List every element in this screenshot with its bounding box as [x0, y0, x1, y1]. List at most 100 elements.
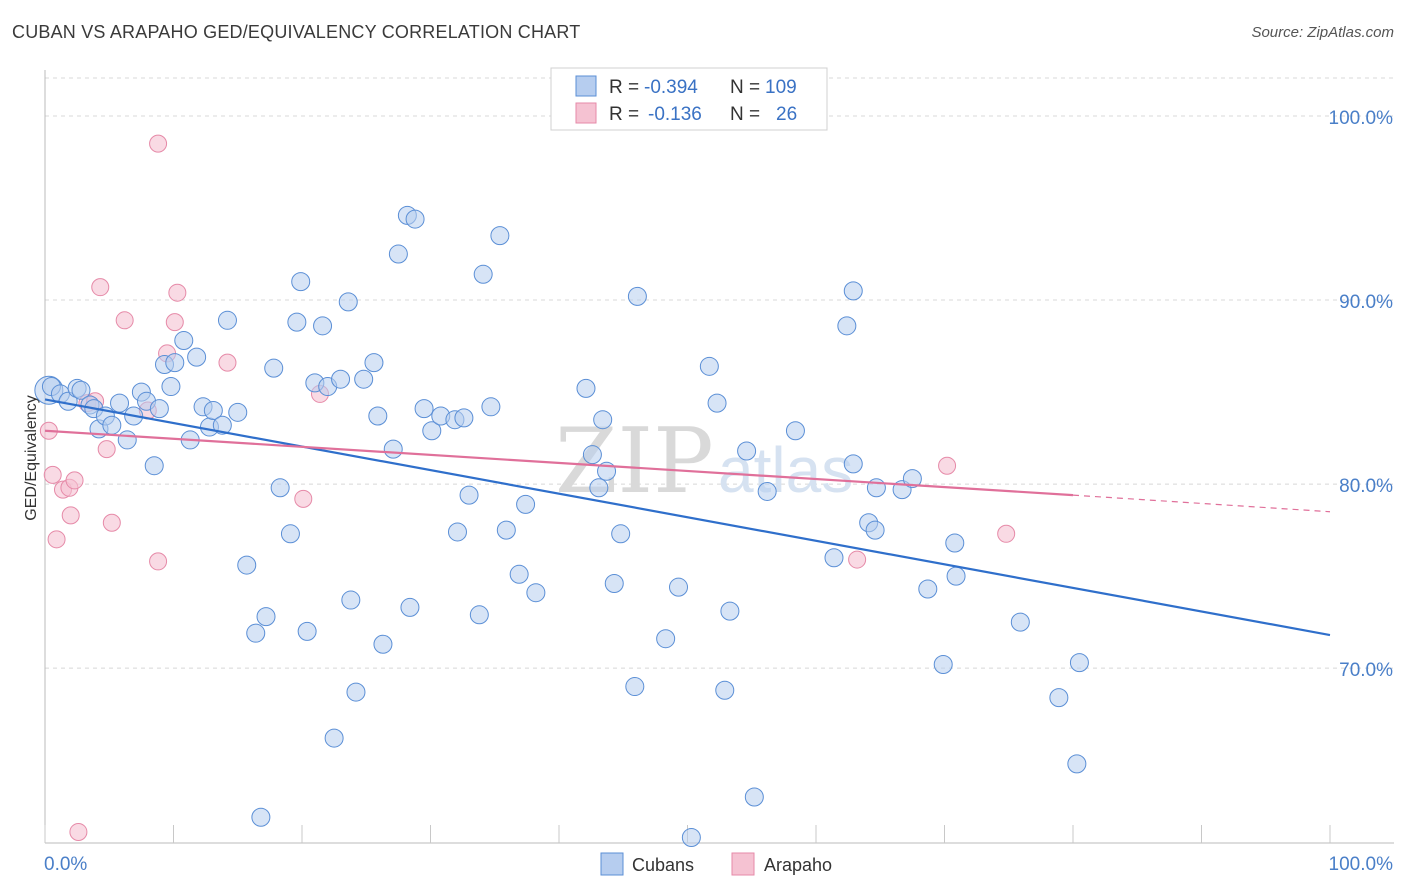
arapaho-point-7: [69, 822, 88, 841]
cubans-point-64: [469, 605, 489, 625]
cubans-point-47: [346, 682, 366, 702]
cubans-point-97: [865, 520, 885, 540]
cubans-point-27: [212, 415, 232, 435]
cubans-point-71: [526, 583, 546, 603]
cubans-point-32: [251, 807, 271, 827]
cubans-point-86: [720, 601, 740, 621]
cubans-point-17: [149, 399, 169, 419]
cubans-point-67: [490, 226, 510, 246]
cubans-point-57: [414, 399, 434, 419]
cubans-point-104: [1010, 612, 1030, 632]
legend-r-value-1: -0.394: [644, 77, 698, 98]
cubans-point-50: [368, 406, 388, 426]
cubans-point-84: [707, 393, 727, 413]
legend-n-value-2: 26: [776, 104, 797, 125]
arapaho-point-5: [61, 506, 80, 525]
cubans-point-26: [203, 400, 223, 420]
cubans-point-35: [270, 478, 290, 498]
cubans-point-78: [611, 524, 631, 544]
legend-r-label-1: R =: [609, 77, 639, 98]
cubans-point-43: [324, 728, 344, 748]
cubans-point-12: [117, 430, 137, 450]
cubans-point-87: [737, 441, 757, 461]
arapaho-point-21: [294, 489, 313, 508]
cubans-point-19: [161, 377, 181, 397]
cubans-point-56: [405, 209, 425, 229]
grid-lines: [45, 77, 1394, 669]
cubans-point-51: [373, 634, 393, 654]
cubans-trend-line: [44, 398, 1331, 637]
cubans-point-101: [933, 654, 953, 674]
cubans-point-77: [604, 573, 624, 593]
cubans-point-30: [237, 555, 257, 575]
legend-n-value-1: 109: [765, 77, 797, 98]
cubans-point-58: [422, 421, 442, 441]
arapaho-point-20: [218, 353, 237, 372]
arapaho-trend-extension: [1072, 494, 1331, 513]
legend-r-label-2: R =: [609, 104, 639, 125]
cubans-point-94: [843, 281, 863, 301]
cubans-point-100: [918, 579, 938, 599]
arapaho-point-16: [149, 134, 168, 153]
legend-r-value-2: -0.136: [648, 104, 702, 125]
cubans-point-33: [256, 607, 276, 627]
cubans-point-93: [843, 454, 863, 474]
cubans-point-45: [338, 292, 358, 312]
cubans-point-29: [228, 402, 248, 422]
cubans-point-48: [354, 369, 374, 389]
bottom-legend-arapaho: Arapaho: [764, 855, 832, 875]
cubans-point-16: [144, 456, 164, 476]
legend-swatch-cubans: [575, 75, 597, 97]
legend-n-label-1: N =: [730, 77, 760, 98]
cubans-points: [34, 205, 1089, 847]
cubans-point-46: [341, 590, 361, 610]
bottom-legend-cubans: Cubans: [632, 855, 694, 875]
y-tick-label-2: 90.0%: [1339, 292, 1393, 313]
cubans-point-81: [656, 629, 676, 649]
cubans-point-5: [71, 380, 91, 400]
arapaho-trend-line: [44, 429, 1074, 497]
cubans-point-49: [364, 353, 384, 373]
cubans-point-82: [669, 577, 689, 597]
arapaho-point-1: [43, 465, 62, 484]
cubans-point-61: [447, 522, 467, 542]
cubans-point-28: [217, 310, 237, 330]
cubans-point-73: [582, 445, 602, 465]
cubans-point-89: [757, 481, 777, 501]
cubans-point-37: [287, 312, 307, 332]
cubans-point-36: [280, 524, 300, 544]
source-credit: Source: ZipAtlas.com: [1251, 24, 1394, 41]
cubans-point-79: [625, 677, 645, 697]
cubans-point-55: [400, 597, 420, 617]
cubans-point-83: [699, 356, 719, 376]
cubans-point-99: [902, 469, 922, 489]
tick-labels: 70.0% 80.0% 90.0% 100.0% 0.0% 100.0%: [44, 108, 1393, 875]
arapaho-point-13: [115, 311, 134, 330]
arapaho-point-19: [168, 283, 187, 302]
cubans-point-90: [785, 421, 805, 441]
cubans-point-31: [246, 623, 266, 643]
legend-n-label-2: N =: [730, 104, 760, 125]
arapaho-point-23: [848, 550, 867, 569]
cubans-point-106: [1067, 754, 1087, 774]
cubans-point-34: [264, 358, 284, 378]
arapaho-point-11: [97, 440, 116, 459]
cubans-point-108: [681, 827, 701, 847]
cubans-point-103: [946, 566, 966, 586]
cubans-point-91: [824, 548, 844, 568]
arapaho-point-10: [91, 278, 110, 297]
bottom-legend-swatch-arapaho: [731, 852, 755, 876]
cubans-point-75: [593, 410, 613, 430]
legend-swatch-arapaho: [575, 102, 597, 124]
cubans-point-69: [509, 564, 529, 584]
watermark-zip: ZIP: [555, 409, 714, 514]
cubans-point-10: [102, 415, 122, 435]
cubans-point-80: [627, 286, 647, 306]
cubans-point-38: [291, 272, 311, 292]
cubans-point-20: [165, 353, 185, 373]
cubans-point-92: [837, 316, 857, 336]
cubans-point-88: [744, 787, 764, 807]
cubans-point-41: [313, 316, 333, 336]
y-axis-title: GED/Equivalency: [23, 395, 40, 520]
